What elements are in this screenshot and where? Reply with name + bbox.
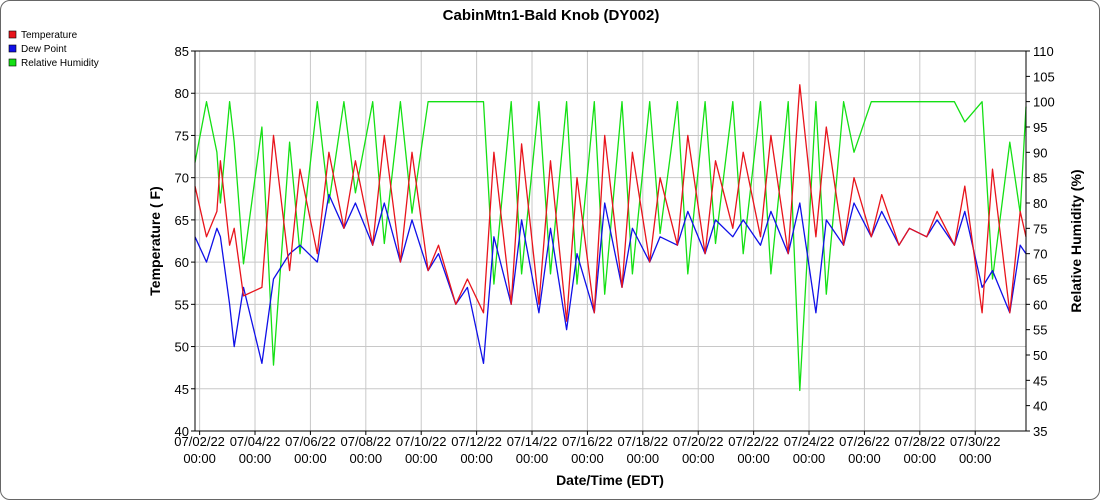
x-tick-date: 07/26/22: [839, 434, 890, 449]
y2-tick-label: 35: [1033, 424, 1047, 439]
legend: Temperature Dew Point Relative Humidity: [9, 30, 99, 69]
x-tick-time: 00:00: [848, 451, 881, 466]
x-tick-time: 00:00: [627, 451, 660, 466]
x-tick-time: 00:00: [904, 451, 937, 466]
y-tick-label: 70: [175, 171, 189, 186]
x-tick-time: 00:00: [405, 451, 438, 466]
legend-label-temperature: Temperature: [21, 30, 78, 41]
y-tick-label: 45: [175, 382, 189, 397]
x-tick-date: 07/16/22: [562, 434, 613, 449]
x-tick-date: 07/30/22: [950, 434, 1001, 449]
x-axis-ticks: 07/02/22 00:00 07/04/22 00:00 07/06/22 00:00 0…: [174, 431, 1000, 466]
x-tick-time: 00:00: [239, 451, 272, 466]
y-tick-label: 85: [175, 44, 189, 59]
y2-tick-label: 75: [1033, 221, 1047, 236]
x-tick-date: 07/02/22: [174, 434, 225, 449]
legend-label-relative-humidity: Relative Humidity: [21, 58, 99, 69]
legend-swatch-dew-point: [9, 45, 16, 52]
y2-tick-label: 85: [1033, 171, 1047, 186]
x-tick-date: 07/04/22: [230, 434, 281, 449]
x-tick-date: 07/24/22: [784, 434, 835, 449]
chart-title: CabinMtn1-Bald Knob (DY002): [443, 7, 660, 24]
y2-tick-label: 105: [1033, 69, 1055, 84]
x-tick-time: 00:00: [350, 451, 383, 466]
series-layer: [195, 85, 1026, 391]
y-axis-title: Temperature ( F): [147, 186, 163, 295]
legend-swatch-temperature: [9, 31, 16, 38]
x-tick-date: 07/20/22: [673, 434, 724, 449]
legend-label-dew-point: Dew Point: [21, 44, 67, 55]
y2-tick-label: 70: [1033, 247, 1047, 262]
x-tick-date: 07/28/22: [895, 434, 946, 449]
y2-tick-label: 90: [1033, 145, 1047, 160]
y-tick-label: 65: [175, 213, 189, 228]
y-tick-label: 75: [175, 128, 189, 143]
y2-tick-label: 50: [1033, 348, 1047, 363]
x-tick-date: 07/22/22: [728, 434, 779, 449]
y2-tick-label: 60: [1033, 297, 1047, 312]
y2-tick-label: 100: [1033, 95, 1055, 110]
y-tick-label: 55: [175, 297, 189, 312]
x-tick-time: 00:00: [682, 451, 715, 466]
y2-axis-title: Relative Humidity (%): [1068, 169, 1084, 312]
x-axis-title: Date/Time (EDT): [556, 472, 664, 488]
y-tick-label: 80: [175, 86, 189, 101]
y2-tick-label: 95: [1033, 120, 1047, 135]
x-tick-date: 07/18/22: [618, 434, 669, 449]
y2-tick-label: 110: [1033, 44, 1054, 59]
x-tick-time: 00:00: [793, 451, 826, 466]
y2-tick-label: 65: [1033, 272, 1047, 287]
y2-axis-ticks: 35 40 45 50 55 60 65 70 75 80 85 90 95 100 105 110: [1026, 44, 1055, 439]
x-tick-date: 07/12/22: [451, 434, 502, 449]
y2-tick-label: 80: [1033, 196, 1047, 211]
y2-tick-label: 40: [1033, 399, 1047, 414]
x-tick-time: 00:00: [737, 451, 770, 466]
y-tick-label: 60: [175, 255, 189, 270]
x-tick-time: 00:00: [460, 451, 493, 466]
x-tick-time: 00:00: [516, 451, 549, 466]
x-tick-date: 07/14/22: [507, 434, 558, 449]
y2-tick-label: 45: [1033, 373, 1047, 388]
legend-swatch-relative-humidity: [9, 59, 16, 66]
y2-tick-label: 55: [1033, 323, 1047, 338]
x-tick-time: 00:00: [183, 451, 216, 466]
x-tick-time: 00:00: [571, 451, 604, 466]
x-tick-time: 00:00: [959, 451, 992, 466]
x-tick-time: 00:00: [294, 451, 327, 466]
x-tick-date: 07/10/22: [396, 434, 447, 449]
x-tick-date: 07/06/22: [285, 434, 336, 449]
x-tick-date: 07/08/22: [341, 434, 392, 449]
y-tick-label: 50: [175, 340, 189, 355]
